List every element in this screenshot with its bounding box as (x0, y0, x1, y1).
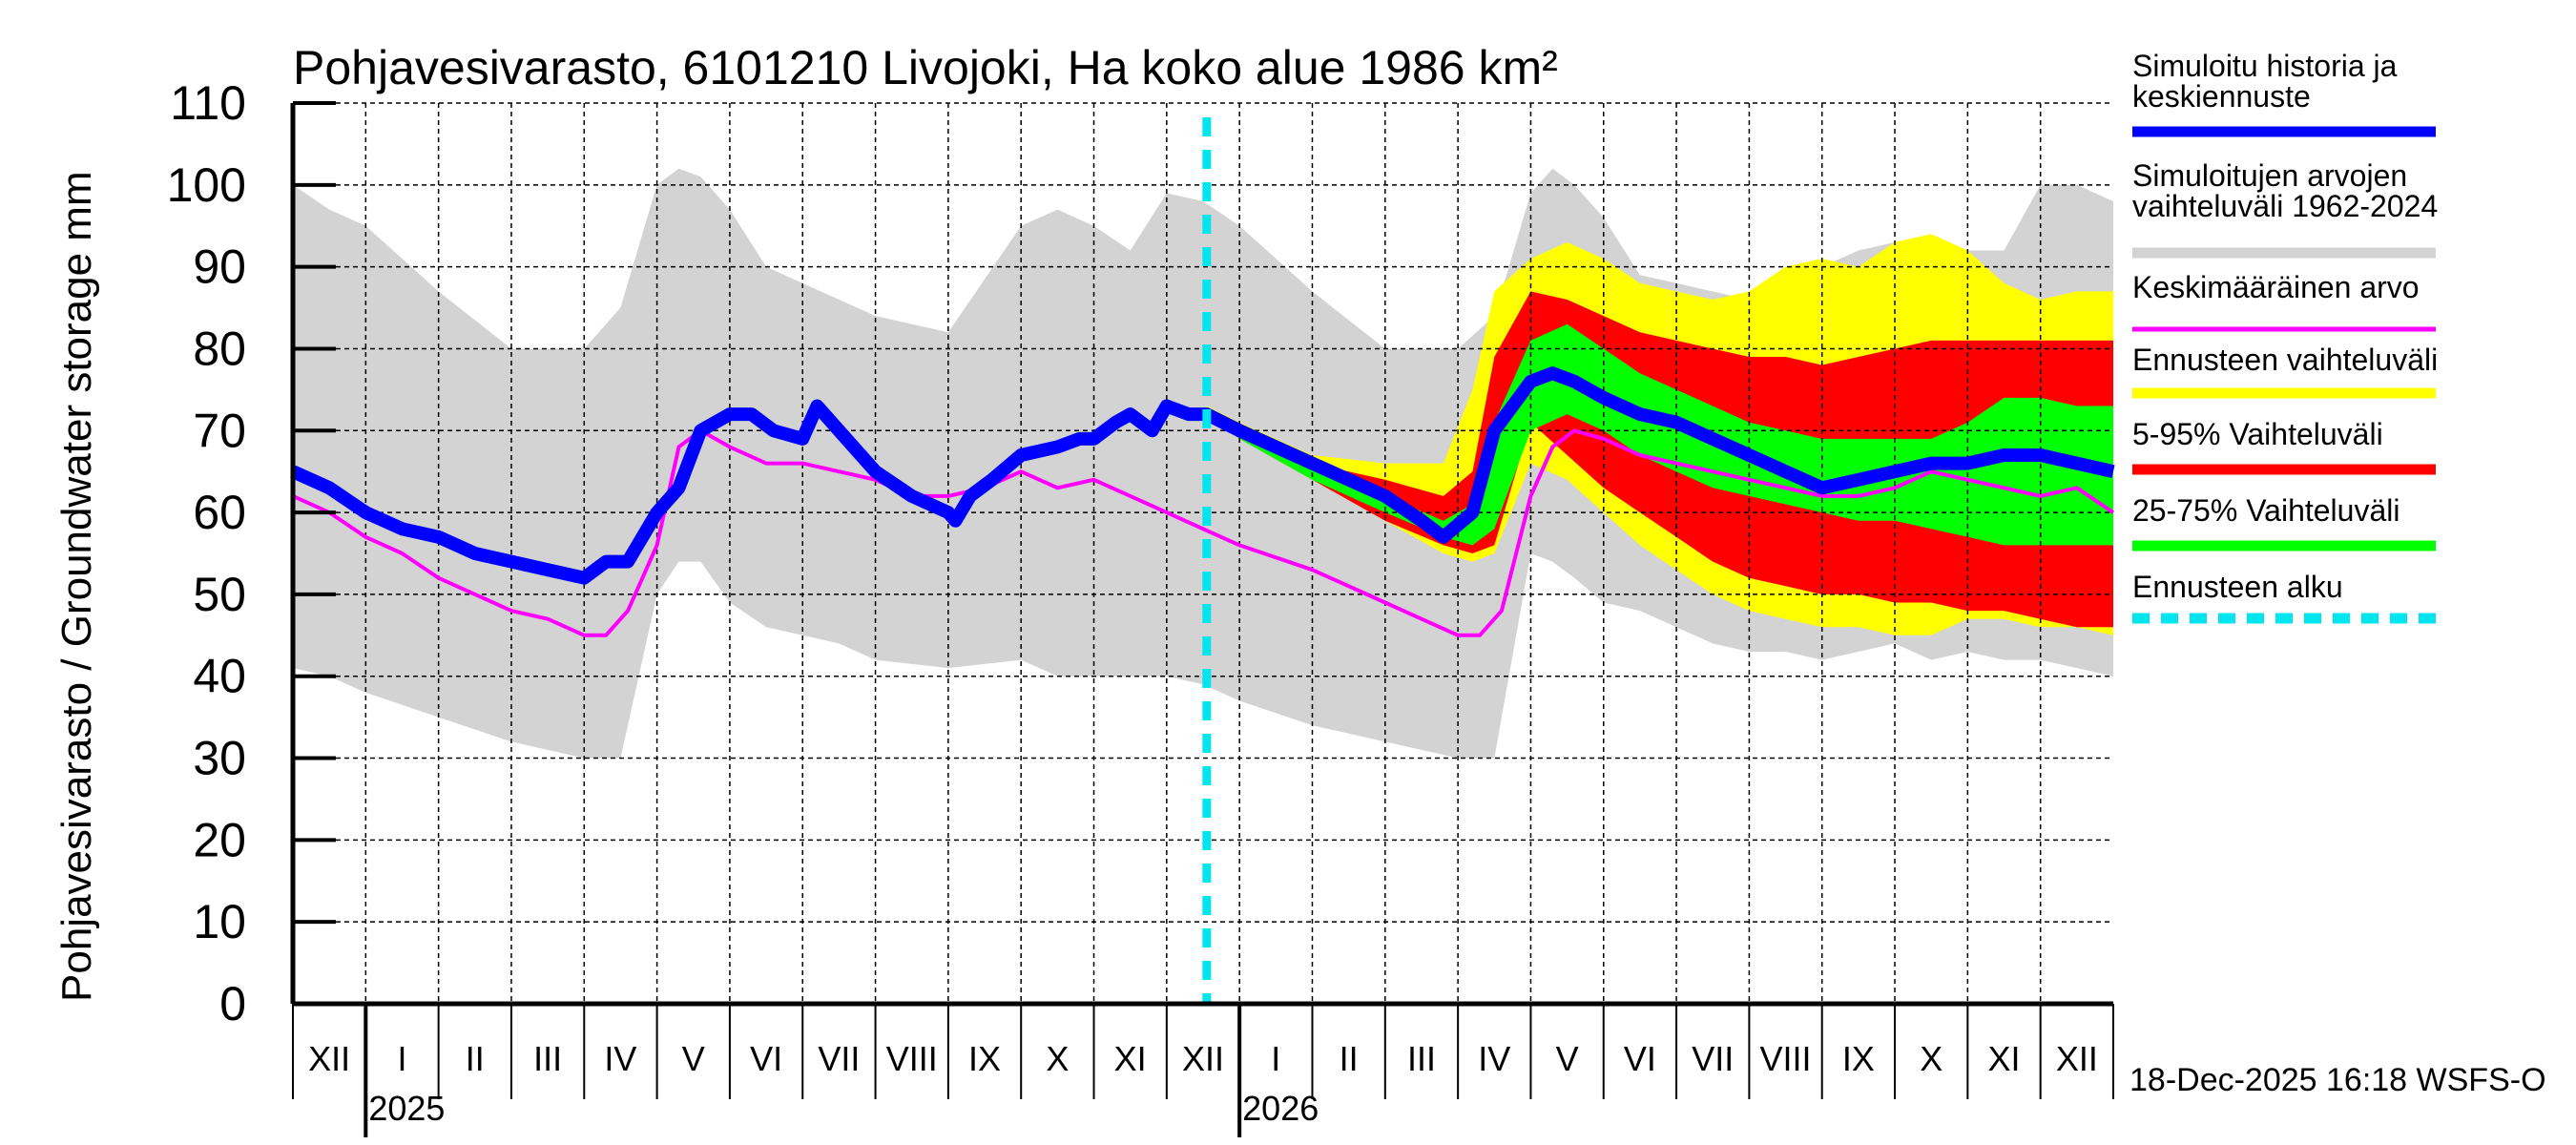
month-label: XII (308, 1039, 350, 1078)
month-label: V (682, 1039, 705, 1078)
y-tick-label: 40 (193, 650, 246, 703)
month-label: I (397, 1039, 406, 1078)
legend-label: keskiennuste (2132, 79, 2311, 114)
line-layer (290, 117, 2115, 1004)
year-label: 2026 (1242, 1089, 1319, 1128)
month-label: IV (604, 1039, 636, 1078)
y-tick-label: 20 (193, 813, 246, 866)
month-label: XI (1988, 1039, 2021, 1078)
chart-title: Pohjavesivarasto, 6101210 Livojoki, Ha k… (293, 41, 1558, 94)
month-label: X (1046, 1039, 1069, 1078)
y-tick-label: 50 (193, 568, 246, 621)
line-simuloitu-historia-ja-keskiennuste (290, 366, 2115, 585)
month-label: III (1407, 1039, 1436, 1078)
month-label: VI (1624, 1039, 1656, 1078)
legend-label: 5-95% Vaihteluväli (2132, 417, 2383, 451)
timestamp: 18-Dec-2025 16:18 WSFS-O (2129, 1062, 2546, 1098)
legend-label: Ennusteen alku (2132, 570, 2343, 604)
line-keskim-r-inen-arvo (292, 428, 2115, 637)
month-label: XII (2056, 1039, 2098, 1078)
month-label: II (466, 1039, 485, 1078)
month-label: VIII (886, 1039, 938, 1078)
month-label: VII (1692, 1039, 1734, 1078)
month-label: XI (1114, 1039, 1147, 1078)
y-axis-label: Pohjavesivarasto / Groundwater storage m… (53, 171, 100, 1002)
month-label: VIII (1760, 1039, 1812, 1078)
y-tick-label: 70 (193, 404, 246, 457)
month-label: II (1340, 1039, 1359, 1078)
month-label: V (1556, 1039, 1579, 1078)
month-label: IX (968, 1039, 1001, 1078)
axes-layer (290, 101, 2114, 1137)
legend-label: vaihteluväli 1962-2024 (2132, 189, 2438, 223)
legend-label: 25-75% Vaihteluväli (2132, 493, 2399, 528)
month-label: I (1271, 1039, 1280, 1078)
y-tick-label: 80 (193, 322, 246, 375)
month-label: XII (1182, 1039, 1224, 1078)
y-tick-label: 100 (167, 158, 246, 212)
y-tick-label: 0 (219, 977, 246, 1030)
month-label: III (533, 1039, 562, 1078)
legend-label: Simuloitu historia ja (2132, 49, 2398, 83)
month-label: IV (1478, 1039, 1510, 1078)
legend-label: Simuloitujen arvojen (2132, 158, 2407, 193)
month-label: X (1920, 1039, 1942, 1078)
legend-label: Keskimääräinen arvo (2132, 270, 2420, 304)
legend-label: Ennusteen vaihteluväli (2132, 343, 2438, 377)
y-tick-label: 110 (170, 76, 246, 130)
y-tick-label: 10 (193, 895, 246, 948)
x-tick-labels: XII I II III IV V VI VII VIII IX X XI XII I II III IV V VI… (308, 1039, 2098, 1128)
month-label: VII (818, 1039, 860, 1078)
y-tick-label: 90 (193, 240, 246, 294)
y-tick-label: 60 (193, 486, 246, 539)
month-label: IX (1842, 1039, 1875, 1078)
y-tick-label: 30 (193, 732, 246, 785)
month-label: VI (750, 1039, 782, 1078)
year-label: 2025 (368, 1089, 445, 1128)
y-tick-labels: 0 10 20 30 40 50 60 70 80 90 100 110 (167, 76, 246, 1030)
